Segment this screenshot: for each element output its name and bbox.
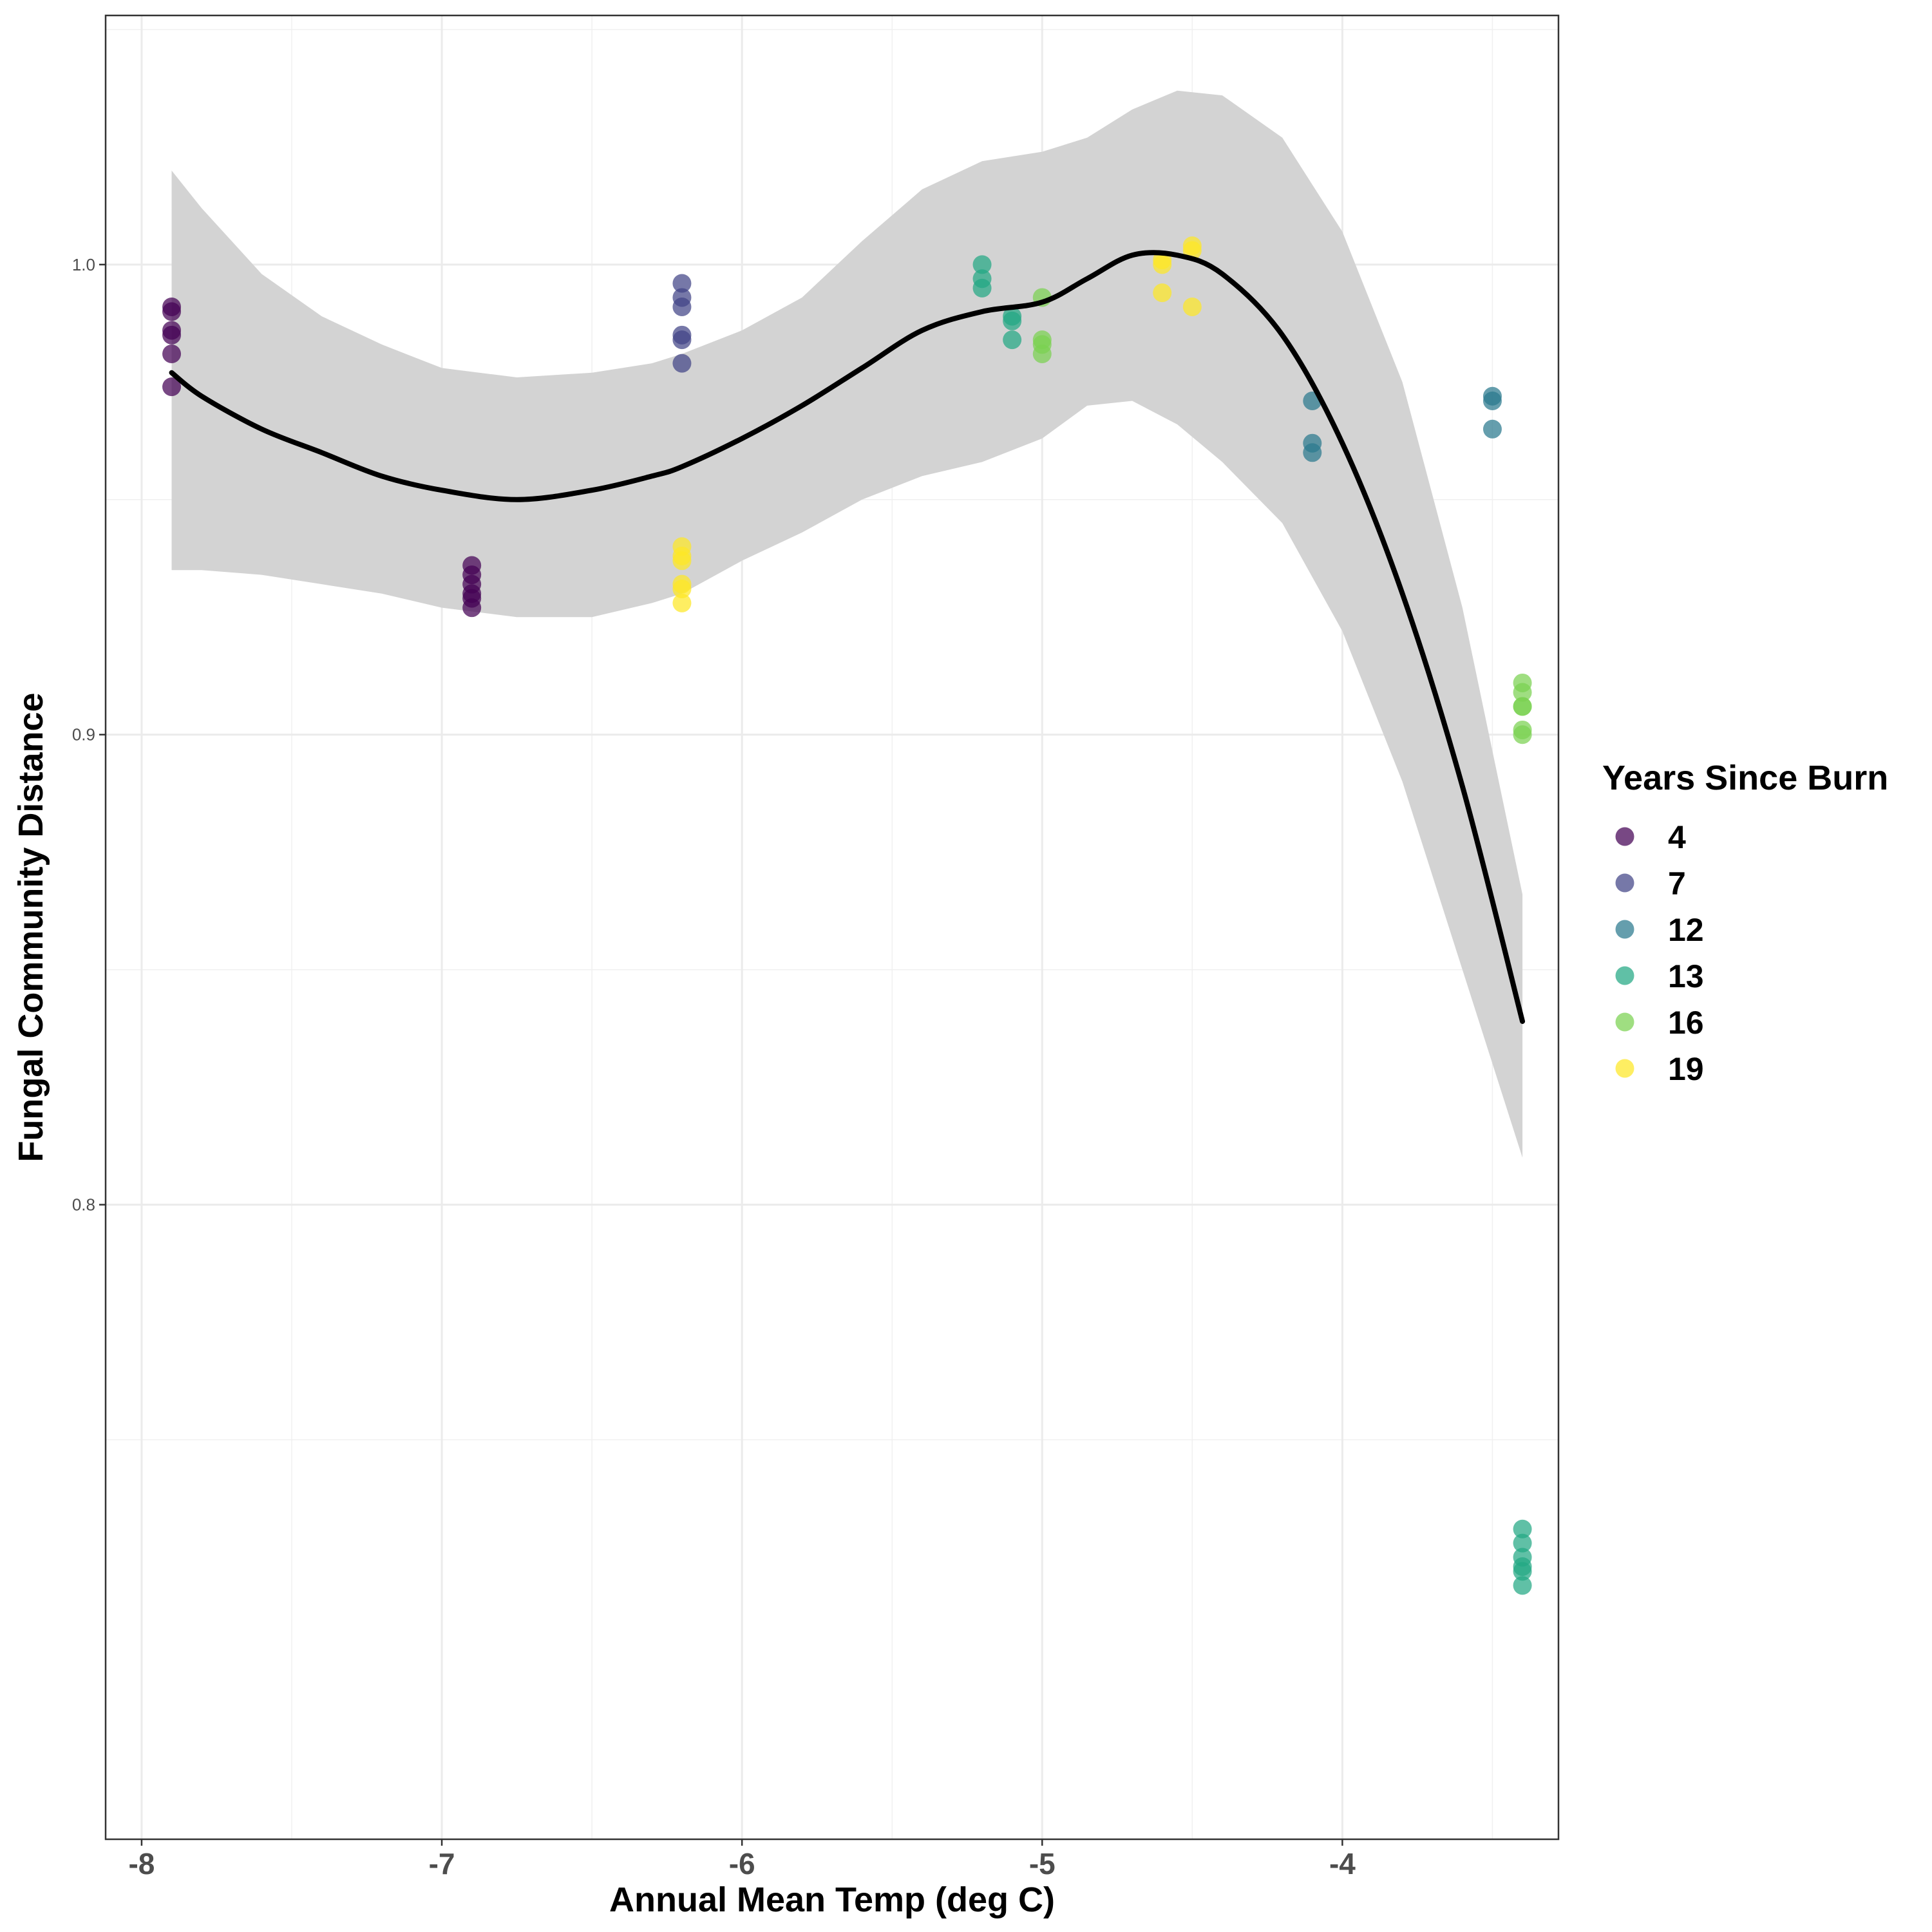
smooth-line — [169, 250, 1526, 1024]
x-tick-label: -4 — [1329, 1847, 1356, 1880]
data-point-years-12 — [1482, 419, 1502, 439]
data-point-years-13 — [1513, 1519, 1532, 1539]
data-point-years-4 — [462, 598, 482, 618]
data-point-years-13 — [1513, 1533, 1532, 1553]
legend-label-16: 16 — [1668, 1005, 1704, 1041]
data-point-years-16 — [1032, 345, 1052, 364]
y-axis-ticks: 0.8 0.9 1.0 — [72, 255, 106, 1215]
legend-key-19 — [1615, 1059, 1634, 1078]
data-point-years-16 — [1513, 683, 1532, 702]
legend-key-13 — [1615, 966, 1634, 985]
data-point-years-4 — [162, 345, 182, 364]
legend: Years Since Burn 4 7 12 13 16 19 — [1602, 759, 1888, 1087]
data-point-years-19 — [672, 551, 692, 571]
data-point-years-7 — [672, 330, 692, 350]
data-point-years-16 — [1513, 697, 1532, 716]
x-tick-label: -8 — [128, 1847, 155, 1880]
data-point-years-13 — [972, 255, 992, 274]
panel-border — [104, 14, 1560, 1841]
y-tick-label: 1.0 — [72, 255, 95, 274]
data-point-years-4 — [162, 302, 182, 321]
y-tick-label: 0.9 — [72, 725, 95, 744]
data-point-years-13 — [1513, 1562, 1532, 1581]
legend-label-13: 13 — [1668, 958, 1704, 994]
data-point-years-19 — [672, 579, 692, 598]
y-tick-label: 0.8 — [72, 1195, 95, 1215]
data-point-years-13 — [1513, 1576, 1532, 1595]
data-point-years-19 — [1153, 255, 1172, 274]
x-tick-label: -7 — [429, 1847, 455, 1880]
legend-key-16 — [1615, 1012, 1634, 1032]
x-axis-title: Annual Mean Temp (deg C) — [609, 1880, 1055, 1919]
legend-items: 4 7 12 13 16 19 — [1615, 819, 1704, 1087]
y-axis-title: Fungal Community Distance — [12, 692, 50, 1162]
legend-label-4: 4 — [1668, 819, 1686, 855]
legend-label-19: 19 — [1668, 1051, 1704, 1087]
data-point-years-13 — [1003, 311, 1022, 330]
legend-label-7: 7 — [1668, 866, 1686, 902]
data-point-years-7 — [672, 298, 692, 317]
legend-key-12 — [1615, 920, 1634, 939]
major-grid — [106, 15, 1558, 1839]
data-point-years-19 — [1153, 283, 1172, 303]
data-point-years-12 — [1482, 392, 1502, 411]
x-tick-label: -6 — [729, 1847, 755, 1880]
data-point-years-19 — [672, 593, 692, 612]
legend-key-4 — [1615, 827, 1634, 846]
data-point-years-7 — [672, 354, 692, 373]
legend-title: Years Since Burn — [1602, 759, 1888, 797]
data-point-years-4 — [162, 325, 182, 345]
confidence-band — [171, 90, 1523, 1158]
data-point-years-19 — [1182, 298, 1202, 317]
data-points — [162, 236, 1532, 1595]
legend-key-7 — [1615, 873, 1634, 893]
data-point-years-12 — [1303, 443, 1322, 462]
data-point-years-4 — [162, 377, 182, 397]
legend-label-12: 12 — [1668, 912, 1704, 948]
data-point-years-13 — [972, 278, 992, 298]
data-point-years-13 — [1003, 330, 1022, 350]
data-point-years-7 — [672, 274, 692, 293]
data-point-years-16 — [1513, 725, 1532, 744]
x-axis-ticks: -8 -7 -6 -5 -4 — [128, 1839, 1356, 1880]
x-tick-label: -5 — [1029, 1847, 1056, 1880]
